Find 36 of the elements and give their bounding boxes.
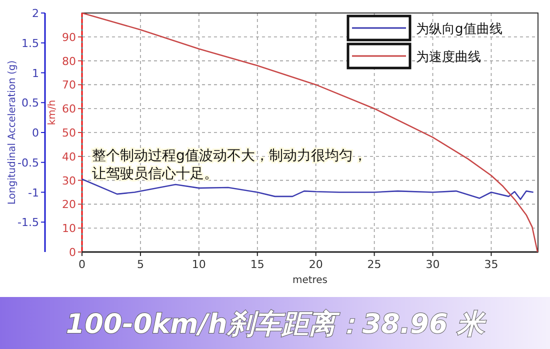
y2-tick-label: 1 xyxy=(32,66,39,80)
y-tick-label: 30 xyxy=(62,174,76,188)
y-tick-label: 90 xyxy=(62,30,76,44)
y-tick-label: 40 xyxy=(62,150,76,164)
y-tick-label: 0 xyxy=(69,246,76,259)
x-tick-label: 0 xyxy=(78,258,86,271)
x-tick-label: 20 xyxy=(308,258,323,271)
y2-tick-label: -1.5 xyxy=(18,216,39,230)
y2-tick-label: -0.5 xyxy=(18,156,39,170)
legend-label: 为速度曲线 xyxy=(416,49,481,65)
y2-tick-label: 1.5 xyxy=(22,36,39,50)
x-axis-title: metres xyxy=(292,275,328,286)
x-tick-label: 15 xyxy=(250,258,264,271)
y2-tick-label: -1 xyxy=(28,186,39,200)
y-tick-label: 60 xyxy=(62,102,76,116)
y2-tick-label: 0.5 xyxy=(22,96,39,110)
annotation: 让驾驶员信心十足。 xyxy=(92,166,218,182)
x-tick-label: 25 xyxy=(367,258,382,271)
line-series xyxy=(81,178,534,200)
legend-label: 为纵向g值曲线 xyxy=(416,22,502,37)
y-tick-label: 80 xyxy=(62,54,76,68)
x-tick-label: 5 xyxy=(136,258,144,271)
text: 100-0km/h刹车距离：38.96 米 xyxy=(66,309,488,340)
x-tick-label: 35 xyxy=(484,258,498,271)
y-tick-label: 50 xyxy=(62,126,76,140)
y2-tick-label: 0 xyxy=(32,126,39,140)
y-tick-label: 70 xyxy=(62,78,76,92)
x-tick-label: 30 xyxy=(426,258,440,271)
y2-tick-label: 2 xyxy=(32,7,39,20)
y-tick-label: 20 xyxy=(62,198,76,212)
x-tick-label: 10 xyxy=(192,258,206,271)
y-tick-label: 10 xyxy=(62,222,76,236)
y-axis-title: km/h xyxy=(47,100,58,126)
y2-axis-title: Longitudinal Acceleration (g) xyxy=(7,60,18,205)
annotation: 整个制动过程g值波动不大，制动力很均匀， xyxy=(92,148,367,164)
line-series xyxy=(81,12,538,253)
